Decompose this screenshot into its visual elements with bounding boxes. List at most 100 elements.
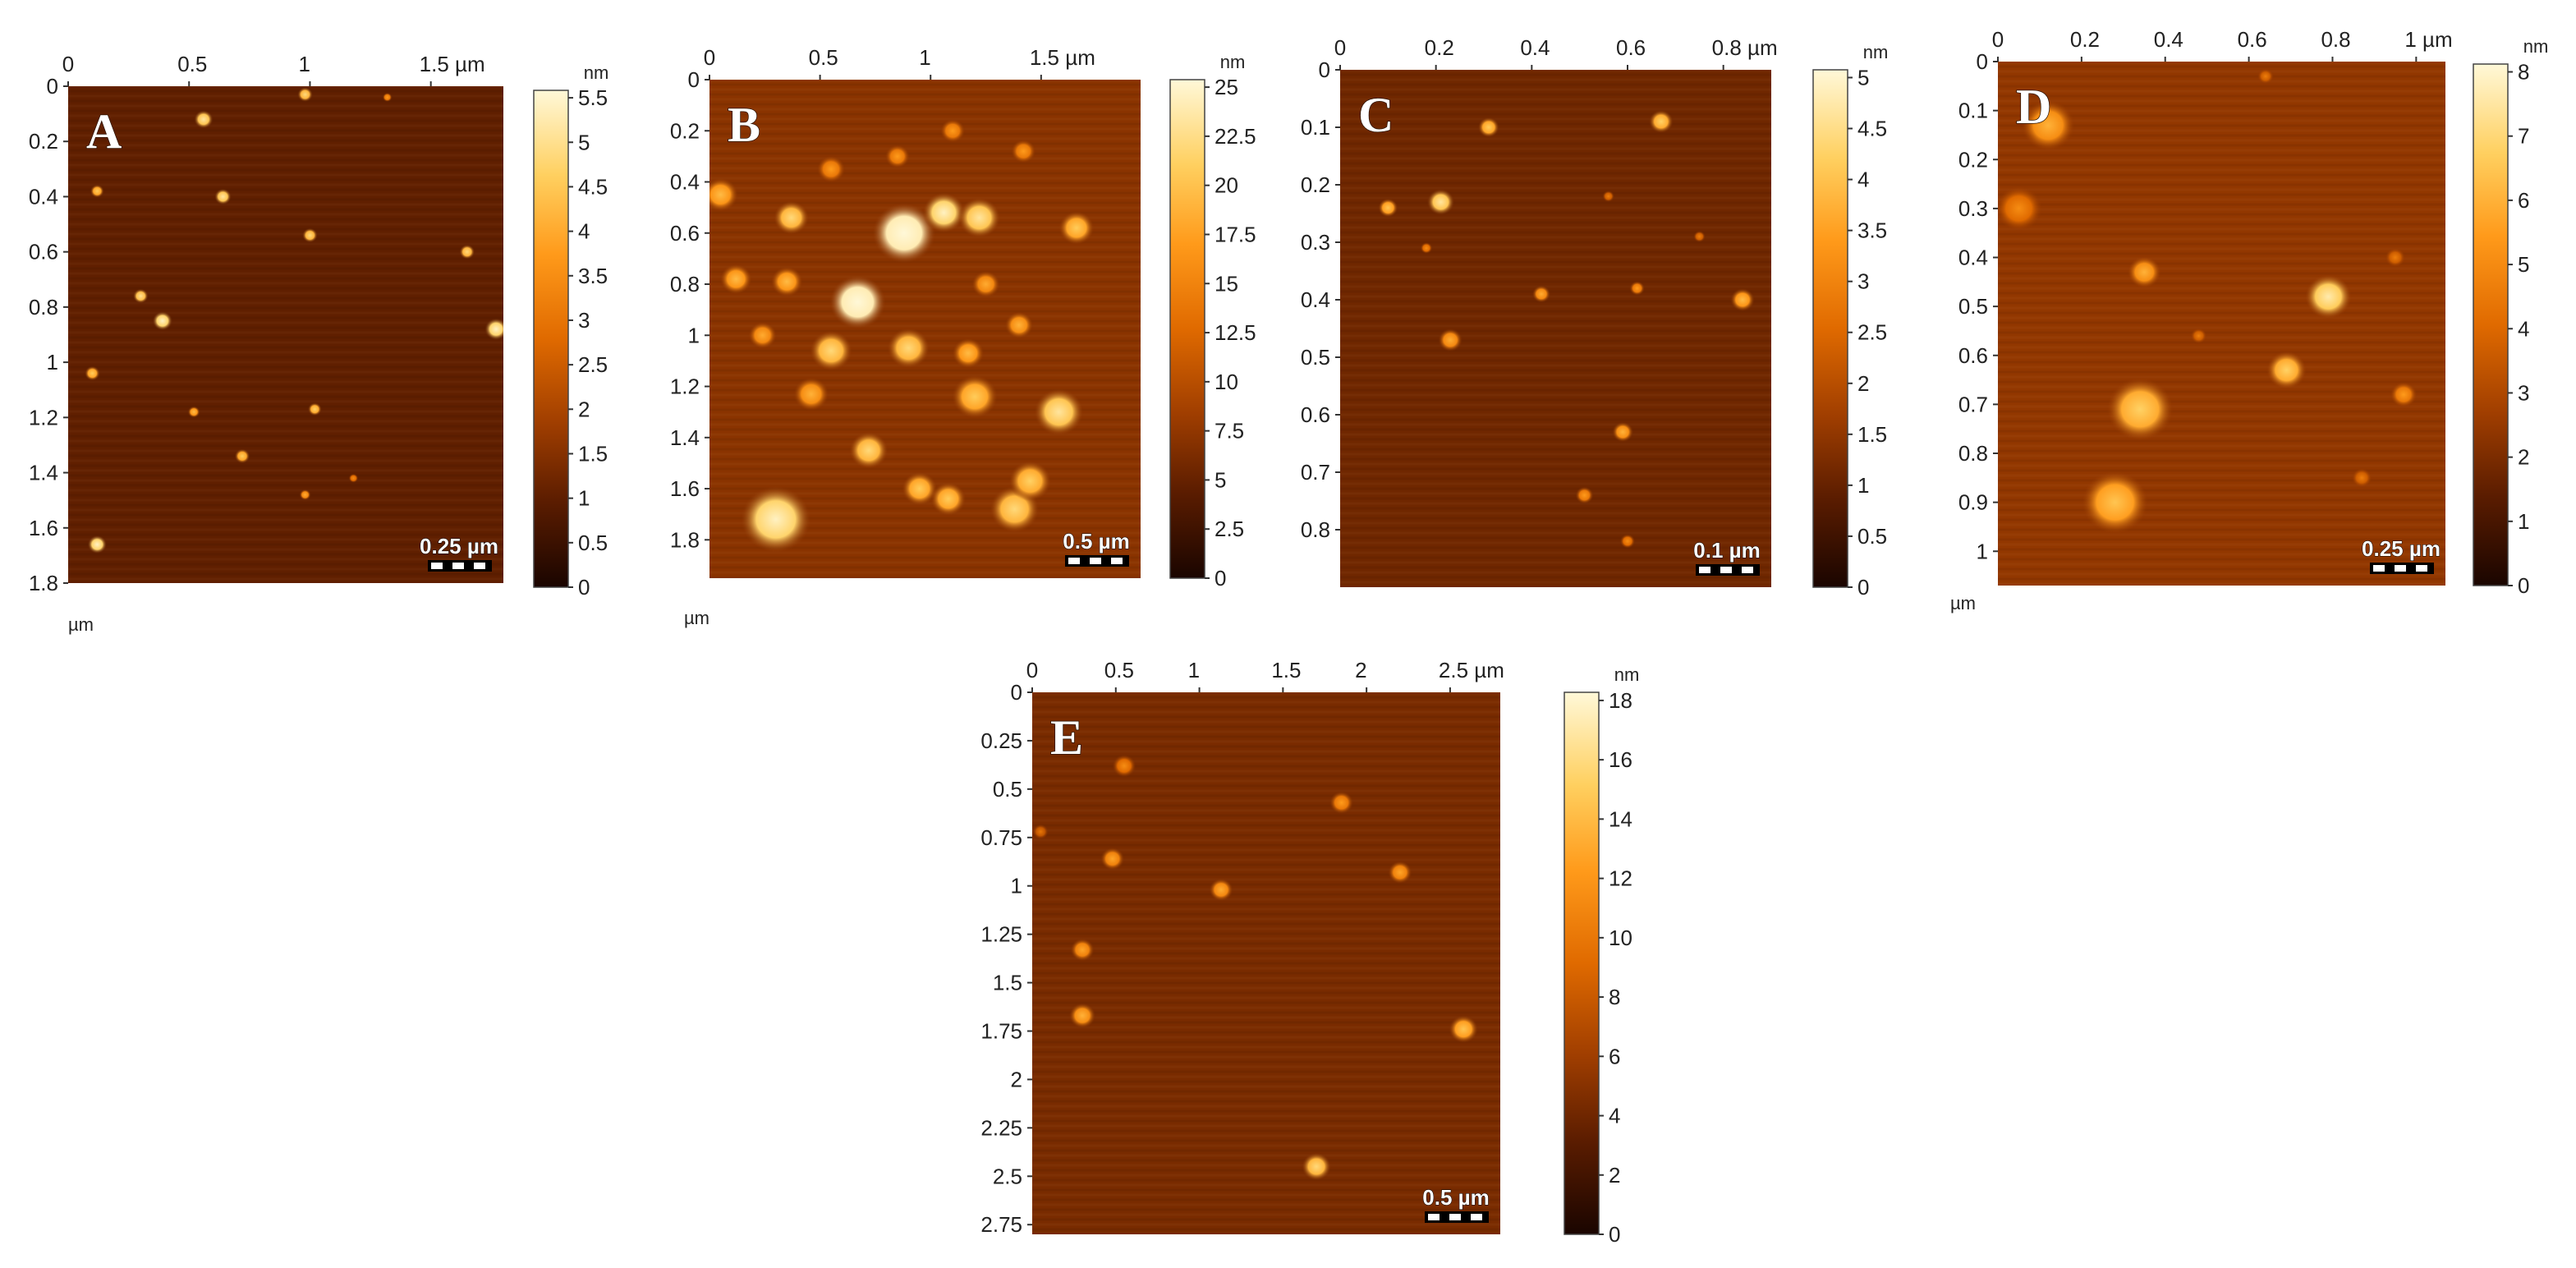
panel-d: D 0 0.2 0.4 0.6 0.8 1 µm 0 0.1 0.2 0.3 0.4 0.5 0.6 0.7…	[1950, 27, 2548, 613]
particle	[930, 482, 967, 516]
y-tick-label: 0.2	[1958, 147, 1988, 172]
particle	[793, 377, 829, 411]
y-tick-label: 1.6	[670, 476, 700, 501]
axis-unit-label: µm	[1950, 593, 1976, 613]
particle	[2081, 470, 2149, 535]
particle	[85, 365, 100, 381]
colorbar-tick-label: 0	[1215, 566, 1226, 590]
x-tick-label: 0	[1026, 658, 1038, 682]
particle	[1004, 311, 1034, 339]
x-tick-label: 0.5	[177, 52, 207, 76]
y-tick-label: 0.5	[1301, 345, 1330, 370]
particle	[2385, 247, 2406, 268]
particle	[1998, 186, 2042, 231]
colorbar	[1564, 691, 1600, 1235]
y-tick-label: 0.2	[1301, 172, 1330, 197]
colorbar-tick-label: 4.5	[1857, 117, 1887, 141]
particle	[816, 155, 846, 183]
x-tick-label: 1.5	[1271, 658, 1301, 682]
colorbar-tick-label: 1	[1857, 473, 1869, 498]
particle	[459, 244, 475, 260]
x-tick-label: 0.2	[2070, 27, 2100, 52]
scale-bar-label: 0.1 µm	[1693, 538, 1760, 563]
colorbar-tick-label: 3	[578, 308, 590, 333]
particle	[87, 535, 108, 554]
y-tick-label: 1	[1977, 539, 1988, 563]
colorbar-tick-label: 5	[578, 130, 590, 154]
colorbar-tick-label: 4	[2518, 316, 2529, 341]
y-tick-label: 1.2	[670, 374, 700, 399]
colorbar-tick-label: 5	[1857, 65, 1869, 90]
colorbar-tick-label: 15	[1215, 271, 1238, 296]
y-tick-label: 0.4	[29, 184, 58, 209]
particle	[774, 200, 810, 235]
colorbar-unit: nm	[2523, 36, 2549, 57]
particle	[2021, 99, 2075, 151]
y-tick-label: 0.4	[1301, 287, 1330, 312]
particle	[307, 402, 322, 416]
colorbar	[1812, 69, 1848, 588]
y-tick-label: 0	[1977, 49, 1988, 74]
scale-bar-segment	[1449, 1214, 1461, 1220]
particle	[940, 118, 966, 143]
x-tick-label: 0	[1992, 27, 2004, 52]
particle	[1058, 211, 1095, 246]
particle	[194, 110, 214, 129]
particle	[302, 227, 318, 243]
y-tick-label: 0.8	[670, 272, 700, 296]
y-tick-label: 1.4	[29, 461, 58, 485]
y-tick-label: 1	[688, 323, 700, 347]
particle	[1648, 109, 1674, 134]
scale-bar-segment	[1428, 1214, 1440, 1220]
y-tick-label: 0.2	[29, 129, 58, 154]
particle	[1388, 861, 1412, 884]
colorbar-tick-label: 4	[578, 219, 590, 244]
y-tick-label: 0.4	[1958, 246, 1988, 270]
y-tick-label: 1.25	[980, 922, 1022, 947]
x-tick-label: 1	[298, 52, 310, 76]
colorbar-tick-label: 2	[1857, 371, 1869, 396]
particle-layer	[709, 118, 1095, 554]
colorbar-tick-label: 14	[1609, 806, 1632, 831]
afm-height-map	[1032, 692, 1500, 1234]
particle	[1730, 287, 1755, 312]
scale-bar-segment	[431, 563, 443, 569]
scale-bar-segment	[2373, 565, 2385, 572]
colorbar-tick-label: 12.5	[1215, 320, 1256, 345]
colorbar-tick-label: 1.5	[578, 441, 608, 466]
panel-a: A 0 0.5 1 1.5 µm 0 0.2 0.4 0.6 0.8 1 1.2 1.4 1.6 1.8 µm…	[29, 52, 608, 635]
x-tick-label: 0	[704, 45, 715, 70]
y-tick-label: 0.2	[670, 118, 700, 143]
colorbar-tick-label: 4.5	[578, 174, 608, 199]
y-tick-label: 0.6	[1301, 402, 1330, 427]
y-tick-label: 0.4	[670, 170, 700, 195]
x-tick-label: 0.5	[809, 45, 838, 70]
particle	[1438, 328, 1463, 352]
particle	[90, 184, 104, 198]
colorbar	[1169, 79, 1205, 579]
particle	[922, 192, 966, 233]
particle	[1008, 461, 1052, 502]
y-tick-label: 0	[1319, 57, 1330, 82]
colorbar-tick-label: 0.5	[1857, 524, 1887, 549]
colorbar-tick-label: 5	[1215, 467, 1226, 492]
particle	[1575, 486, 1594, 504]
particle	[971, 270, 1000, 298]
y-tick-label: 1.8	[29, 571, 58, 595]
particle	[234, 448, 250, 464]
particle	[887, 328, 930, 369]
particle	[1477, 117, 1499, 138]
particle	[884, 145, 910, 168]
colorbar-unit: nm	[1220, 52, 1246, 72]
x-tick-label: 0.5	[1104, 658, 1134, 682]
colorbar-tick-label: 7.5	[1215, 419, 1244, 443]
x-tick-label: 0.6	[2238, 27, 2267, 52]
particle	[382, 92, 393, 103]
particle	[829, 275, 886, 329]
scale-bar-segment	[1111, 558, 1123, 564]
y-tick-label: 0.1	[1301, 115, 1330, 140]
panel-label: E	[1050, 710, 1083, 765]
colorbar-tick-label: 3.5	[578, 264, 608, 288]
scale-bar-segment	[2395, 565, 2406, 572]
colorbar-tick-label: 2	[2518, 445, 2529, 470]
